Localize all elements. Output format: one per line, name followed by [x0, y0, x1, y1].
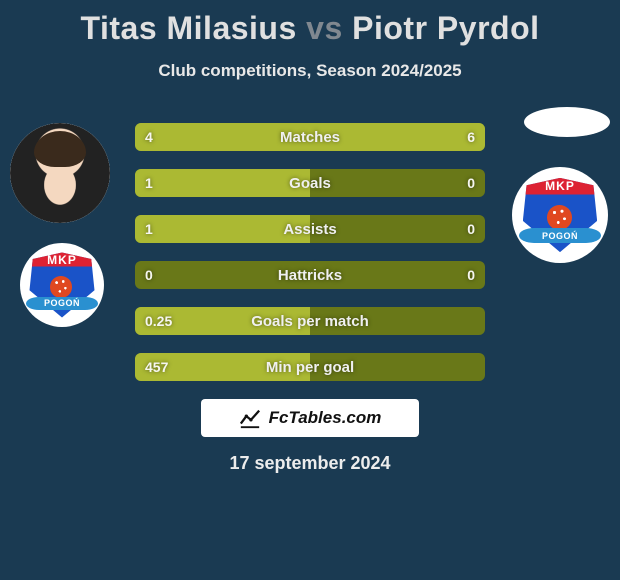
stat-bar-value-left: 457 — [135, 353, 178, 381]
stat-bar-value-left: 4 — [135, 123, 163, 151]
site-label: FcTables.com — [269, 408, 382, 428]
player1-club-crest: MKP POGOŃ — [20, 243, 104, 327]
stat-bar-value-right: 0 — [457, 261, 485, 289]
stat-bar-label: Assists — [135, 215, 485, 243]
stat-bar: Assists1 0 — [135, 215, 485, 243]
player1-avatar — [10, 123, 110, 223]
stat-bar-value-right: 0 — [457, 169, 485, 197]
site-attribution[interactable]: FcTables.com — [201, 399, 419, 437]
stat-bar-label: Min per goal — [135, 353, 485, 381]
stat-bar-value-right: 0 — [457, 215, 485, 243]
stat-bar: Goals1 0 — [135, 169, 485, 197]
stat-bar-value-left: 1 — [135, 215, 163, 243]
face-icon — [10, 123, 110, 223]
stat-bar-value-left: 0 — [135, 261, 163, 289]
player2-club-crest: MKP POGOŃ — [512, 167, 608, 263]
crest-icon: MKP POGOŃ — [26, 249, 98, 321]
vs-separator: vs — [306, 10, 343, 46]
stat-bar: Min per goal457 — [135, 353, 485, 381]
stat-bar: Matches4 6 — [135, 123, 485, 151]
stat-bar-value-right: 6 — [457, 123, 485, 151]
stat-bar: Goals per match0.25 — [135, 307, 485, 335]
page-title: Titas Milasius vs Piotr Pyrdol — [0, 10, 620, 47]
player2-name: Piotr Pyrdol — [352, 10, 539, 46]
stat-bar-value-left: 0.25 — [135, 307, 182, 335]
content-area: MKP POGOŃ MKP POGOŃ Matches46Goals10Assi… — [0, 123, 620, 381]
crest-icon: MKP POGOŃ — [519, 174, 602, 257]
stat-bar-label: Hattricks — [135, 261, 485, 289]
chart-icon — [239, 407, 261, 429]
stat-bar-label: Matches — [135, 123, 485, 151]
player1-name: Titas Milasius — [81, 10, 297, 46]
date-label: 17 september 2024 — [0, 453, 620, 474]
stat-bar-value-left: 1 — [135, 169, 163, 197]
stat-bar-label: Goals per match — [135, 307, 485, 335]
stat-bar-label: Goals — [135, 169, 485, 197]
comparison-bars: Matches46Goals10Assists10Hattricks00Goal… — [135, 123, 485, 381]
player2-avatar — [524, 107, 610, 137]
subtitle: Club competitions, Season 2024/2025 — [0, 61, 620, 81]
stat-bar: Hattricks0 0 — [135, 261, 485, 289]
comparison-card: Titas Milasius vs Piotr Pyrdol Club comp… — [0, 0, 620, 580]
